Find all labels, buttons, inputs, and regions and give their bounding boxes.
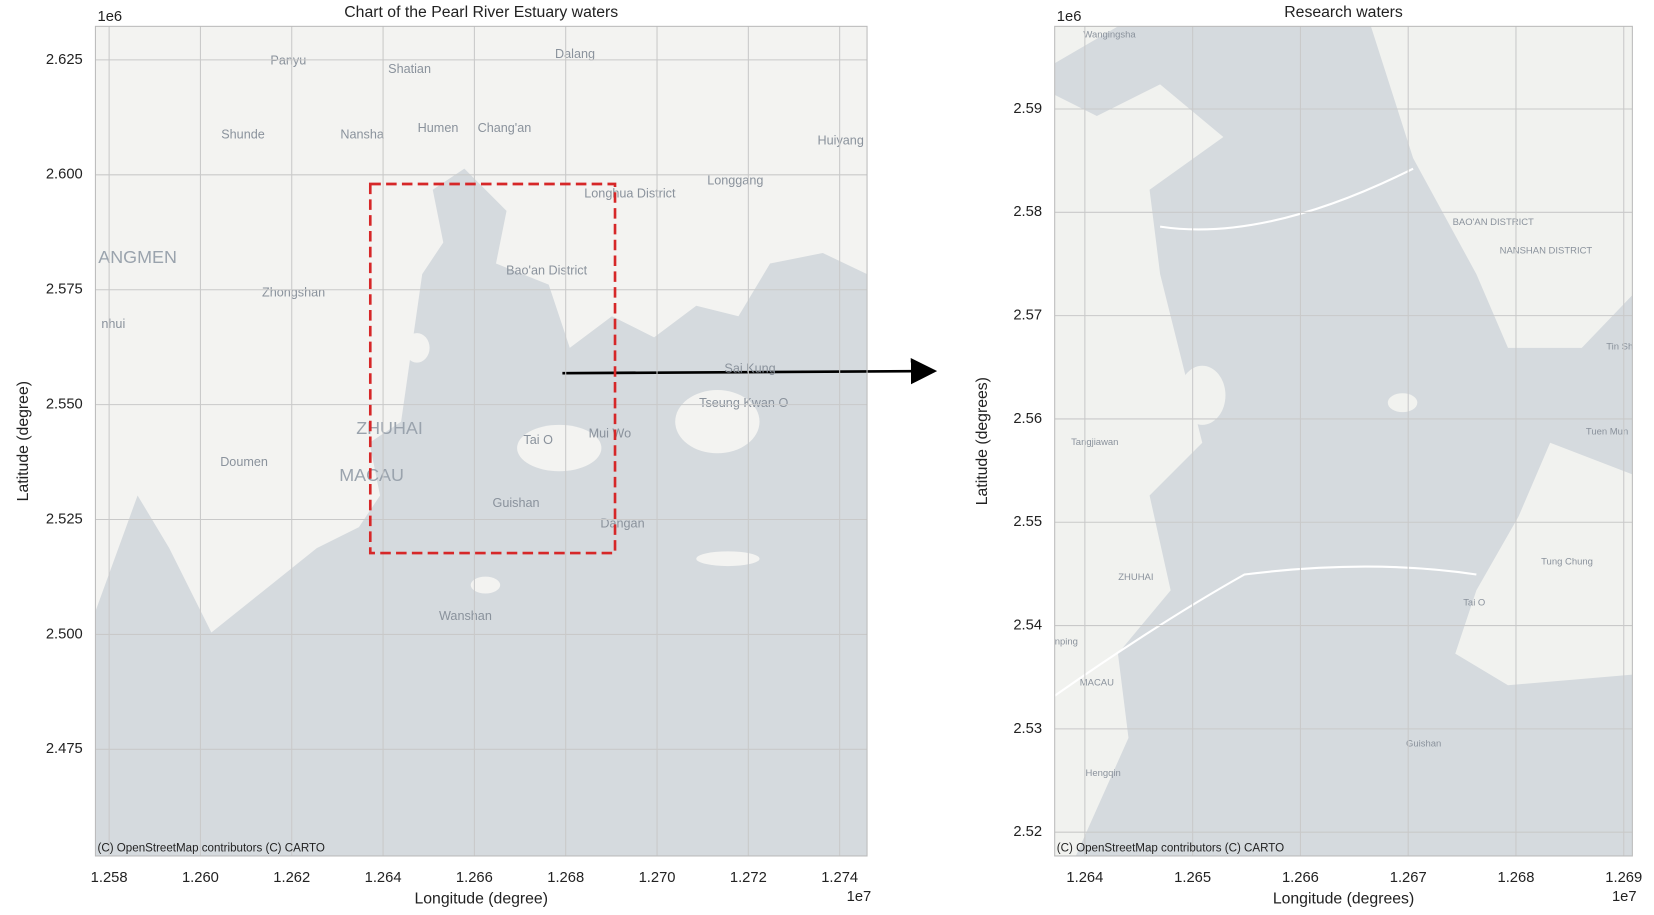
x-axis-label: Longitude (degree) <box>414 890 548 907</box>
place-label: Tuen Mun <box>1586 427 1628 438</box>
y-axis-label: Latitude (degrees) <box>974 377 991 505</box>
place-label: Longhua District <box>584 186 676 200</box>
y-tick-label: 2.600 <box>46 167 83 183</box>
place-label: NANSHAN DISTRICT <box>1500 245 1593 256</box>
place-label: ZHUHAI <box>1118 572 1153 583</box>
island <box>675 390 760 454</box>
y-tick-label: 2.53 <box>1013 721 1042 737</box>
place-label: Shunde <box>221 127 265 141</box>
y-tick-label: 2.54 <box>1013 617 1042 633</box>
y-offset-label: 1e6 <box>98 9 123 25</box>
island <box>1387 393 1418 413</box>
place-label: Panyu <box>270 53 306 67</box>
x-tick-label: 1.268 <box>547 870 584 886</box>
place-label: Dangan <box>600 516 644 530</box>
y-tick-label: 2.59 <box>1013 101 1042 117</box>
study-area-box <box>368 182 617 555</box>
place-label: ANGMEN <box>98 247 177 267</box>
y-tick-label: 2.575 <box>46 282 83 298</box>
place-label: nping <box>1055 636 1078 647</box>
x-offset-label: 1e7 <box>1612 889 1637 905</box>
x-tick-label: 1.268 <box>1498 870 1535 886</box>
place-label: Tangjiawan <box>1071 437 1118 448</box>
place-label: Huiyang <box>818 134 864 148</box>
place-label: Guishan <box>1406 739 1441 750</box>
chart-title: Research waters <box>1284 4 1403 21</box>
place-label: Tung Chung <box>1541 556 1593 567</box>
y-tick-label: 2.56 <box>1013 411 1042 427</box>
x-tick-label: 1.270 <box>639 870 676 886</box>
island <box>696 551 760 567</box>
x-tick-label: 1.262 <box>273 870 310 886</box>
place-label: Humen <box>418 121 459 135</box>
place-label: BAO'AN DISTRICT <box>1453 217 1534 228</box>
place-label: Tai O <box>1463 597 1485 608</box>
place-label: Sai Kung <box>724 361 775 375</box>
x-offset-label: 1e7 <box>847 889 872 905</box>
x-tick-label: 1.274 <box>821 870 858 886</box>
bridge <box>1159 167 1414 231</box>
x-axis-label: Longitude (degrees) <box>1273 890 1414 907</box>
x-tick-label: 1.269 <box>1605 870 1642 886</box>
x-tick-label: 1.258 <box>91 870 128 886</box>
place-label: MACAU <box>1080 678 1114 689</box>
x-tick-label: 1.260 <box>182 870 219 886</box>
x-tick-label: 1.272 <box>730 870 767 886</box>
place-label: Wanshan <box>439 609 492 623</box>
place-label: nhui <box>101 317 125 331</box>
place-label: Mui Wo <box>589 427 632 441</box>
place-label: Hengqin <box>1086 768 1121 779</box>
water <box>95 168 868 856</box>
y-tick-label: 2.57 <box>1013 308 1042 324</box>
place-label: Guishan <box>493 496 540 510</box>
x-tick-label: 1.267 <box>1390 870 1427 886</box>
water <box>1054 26 1633 856</box>
place-label: Nansha <box>340 127 384 141</box>
x-tick-label: 1.265 <box>1174 870 1211 886</box>
axes-frame <box>1054 25 1633 857</box>
attribution: (C) OpenStreetMap contributors (C) CARTO <box>98 843 325 855</box>
y-offset-label: 1e6 <box>1057 9 1082 25</box>
place-label: Zhongshan <box>262 285 325 299</box>
island <box>517 424 602 472</box>
y-tick-label: 2.58 <box>1013 204 1042 220</box>
place-label: MACAU <box>339 465 404 485</box>
place-label: Tseung Kwan O <box>699 396 788 410</box>
x-tick-label: 1.266 <box>456 870 493 886</box>
place-label: Chang'an <box>478 121 532 135</box>
place-label: Wangingsha <box>1083 29 1136 40</box>
place-label: Dalang <box>555 47 595 61</box>
x-tick-label: 1.264 <box>365 870 402 886</box>
place-label: ZHUHAI <box>356 418 423 438</box>
place-label: Bao'an District <box>506 263 587 277</box>
y-tick-label: 2.55 <box>1013 514 1042 530</box>
island <box>1179 365 1226 425</box>
attribution: (C) OpenStreetMap contributors (C) CARTO <box>1057 843 1284 855</box>
y-tick-label: 2.500 <box>46 626 83 642</box>
axes-frame <box>94 25 868 857</box>
island <box>470 576 501 594</box>
y-tick-label: 2.550 <box>46 397 83 413</box>
map-right <box>1054 26 1633 856</box>
y-tick-label: 2.52 <box>1013 824 1042 840</box>
place-label: Tin Sh <box>1606 341 1633 352</box>
place-label: Longgang <box>707 174 763 188</box>
place-label: Shatian <box>388 62 431 76</box>
island <box>404 333 430 363</box>
place-label: Tai O <box>523 433 553 447</box>
y-tick-label: 2.475 <box>46 741 83 757</box>
y-tick-label: 2.625 <box>46 52 83 68</box>
chart-title: Chart of the Pearl River Estuary waters <box>344 4 618 21</box>
x-tick-label: 1.264 <box>1066 870 1103 886</box>
place-label: Doumen <box>220 455 268 469</box>
y-axis-label: Latitude (degree) <box>15 381 32 501</box>
y-tick-label: 2.525 <box>46 511 83 527</box>
map-left <box>95 26 868 856</box>
x-tick-label: 1.266 <box>1282 870 1319 886</box>
